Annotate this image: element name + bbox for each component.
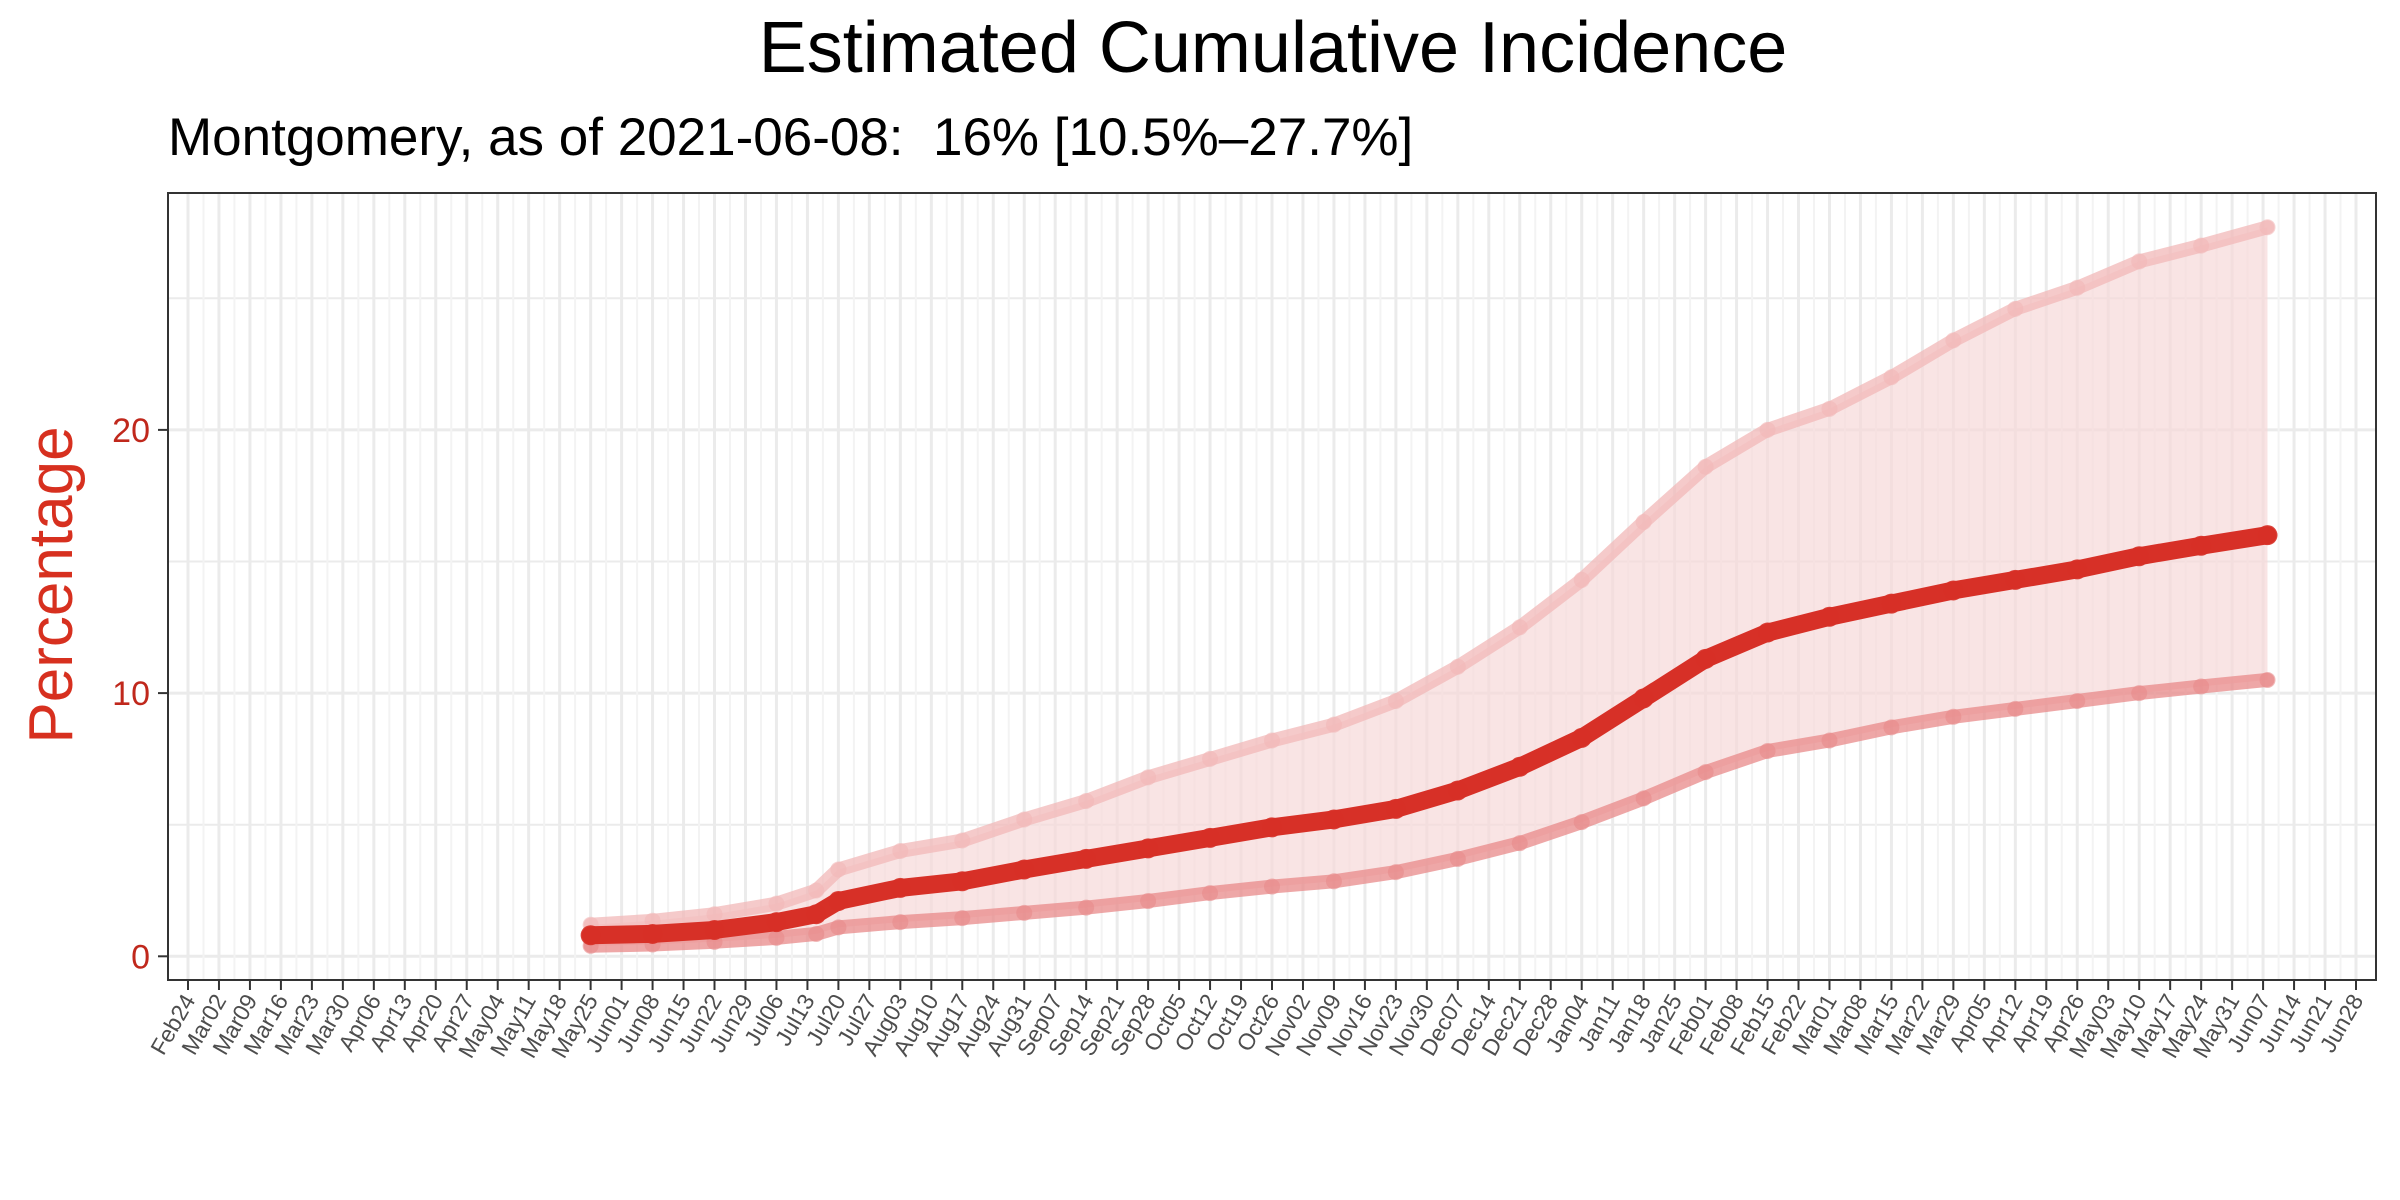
- lower-point: [2193, 678, 2210, 695]
- estimate-point: [1819, 606, 1840, 627]
- lower-point: [1511, 835, 1528, 852]
- estimate-point: [952, 871, 973, 892]
- upper-point: [706, 906, 723, 923]
- upper-point: [1078, 793, 1095, 810]
- y-tick-label: 0: [131, 938, 150, 976]
- upper-point: [1325, 716, 1342, 733]
- estimate-point: [1571, 727, 1592, 748]
- upper-point: [2007, 300, 2024, 317]
- estimate-point: [1323, 809, 1344, 830]
- lower-point: [1387, 864, 1404, 881]
- estimate-point: [766, 912, 787, 933]
- lower-point: [954, 910, 971, 927]
- lower-point: [808, 925, 825, 942]
- upper-point: [768, 895, 785, 912]
- lower-point: [1202, 885, 1219, 902]
- upper-point: [1883, 369, 1900, 386]
- upper-point: [2069, 279, 2086, 296]
- upper-point: [1202, 750, 1219, 767]
- chart-title: Estimated Cumulative Incidence: [759, 8, 1788, 88]
- upper-point: [1697, 458, 1714, 475]
- upper-point: [1140, 769, 1157, 786]
- y-tick-label: 20: [112, 412, 150, 450]
- estimate-point: [1757, 622, 1778, 643]
- lower-point: [2007, 700, 2024, 717]
- estimate-point: [2067, 559, 2088, 580]
- upper-point: [1264, 732, 1280, 749]
- lower-point: [1945, 708, 1962, 725]
- estimate-point: [2129, 546, 2150, 567]
- estimate-point: [2191, 535, 2212, 556]
- upper-point: [1016, 811, 1033, 828]
- estimate-point: [1633, 688, 1654, 709]
- lower-point: [768, 929, 785, 946]
- upper-point: [1573, 571, 1590, 588]
- estimate-point: [1695, 648, 1716, 669]
- upper-point: [1945, 332, 1962, 349]
- lower-point: [1264, 878, 1280, 895]
- estimate-point: [704, 919, 725, 940]
- estimate-point: [1262, 817, 1282, 838]
- lower-point: [1140, 893, 1157, 910]
- lower-point: [2131, 685, 2148, 702]
- upper-point: [2193, 237, 2210, 254]
- lower-point: [1325, 873, 1342, 890]
- estimate-point: [1509, 756, 1530, 777]
- lower-point: [2069, 692, 2086, 709]
- estimate-point: [2257, 525, 2278, 546]
- upper-point: [1449, 658, 1466, 675]
- upper-point: [1511, 619, 1528, 636]
- upper-point: [1821, 400, 1838, 417]
- estimate-point: [1447, 780, 1468, 801]
- upper-point: [954, 832, 971, 849]
- estimate-point: [806, 904, 827, 925]
- estimate-point: [1200, 827, 1221, 848]
- upper-point: [830, 861, 847, 878]
- y-axis-label: Percentage: [17, 426, 86, 743]
- estimate-point: [1076, 848, 1097, 869]
- lower-point: [1016, 904, 1033, 921]
- lower-point: [1821, 732, 1838, 749]
- estimate-point: [642, 923, 663, 944]
- estimate-point: [580, 925, 601, 946]
- estimate-point: [1385, 798, 1406, 819]
- axes: 01020Feb24Mar02Mar09Mar16Mar23Mar30Apr06…: [112, 412, 2368, 1062]
- estimate-point: [1881, 593, 1902, 614]
- lower-point: [892, 914, 909, 931]
- estimate-point: [1138, 838, 1159, 859]
- lower-point: [1573, 814, 1590, 831]
- upper-point: [892, 843, 909, 860]
- lower-point: [1635, 790, 1652, 807]
- estimate-point: [1943, 580, 1964, 601]
- estimate-point: [1014, 859, 1035, 880]
- estimate-point: [890, 877, 911, 898]
- upper-point: [1387, 692, 1404, 709]
- upper-point: [1759, 421, 1776, 438]
- lower-point: [1697, 764, 1714, 781]
- series-layer: [580, 219, 2278, 954]
- lower-point: [2259, 671, 2276, 688]
- lower-point: [1759, 743, 1776, 760]
- chart-subtitle: Montgomery, as of 2021-06-08: 16% [10.5%…: [168, 108, 1413, 167]
- estimate-point: [2005, 569, 2026, 590]
- estimate-point: [828, 891, 849, 912]
- lower-point: [830, 919, 847, 936]
- upper-point: [808, 882, 825, 899]
- lower-point: [1883, 719, 1900, 736]
- upper-point: [2259, 219, 2276, 236]
- y-tick-label: 10: [112, 675, 150, 713]
- lower-point: [1449, 850, 1466, 867]
- lower-point: [1078, 899, 1095, 916]
- upper-point: [2131, 253, 2148, 270]
- upper-point: [1635, 514, 1652, 531]
